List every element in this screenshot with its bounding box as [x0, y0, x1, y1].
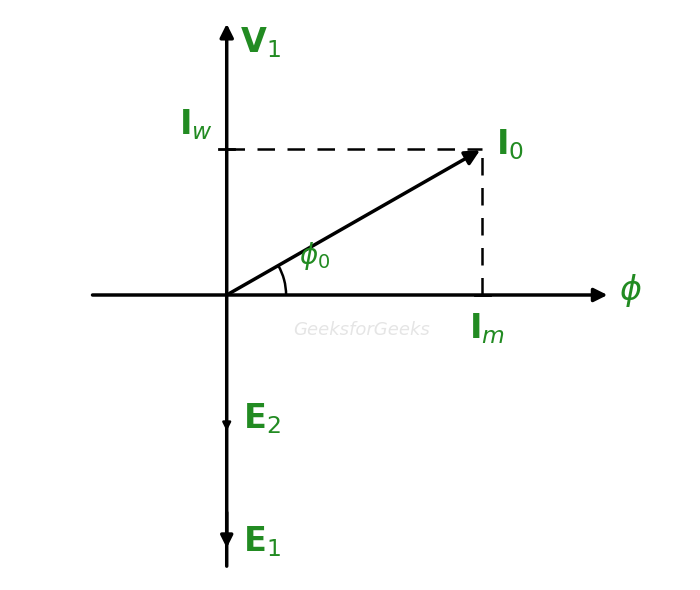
Text: V$_1$: V$_1$ — [240, 25, 281, 60]
Text: E$_1$: E$_1$ — [243, 524, 281, 559]
Text: I$_m$: I$_m$ — [469, 312, 505, 346]
Text: $\phi$: $\phi$ — [620, 272, 643, 309]
Text: $\phi_0$: $\phi_0$ — [299, 240, 330, 271]
Text: GeeksforGeeks: GeeksforGeeks — [293, 321, 430, 339]
Text: E$_2$: E$_2$ — [243, 401, 281, 435]
Text: I$_0$: I$_0$ — [496, 127, 524, 162]
Text: I$_w$: I$_w$ — [179, 107, 213, 142]
